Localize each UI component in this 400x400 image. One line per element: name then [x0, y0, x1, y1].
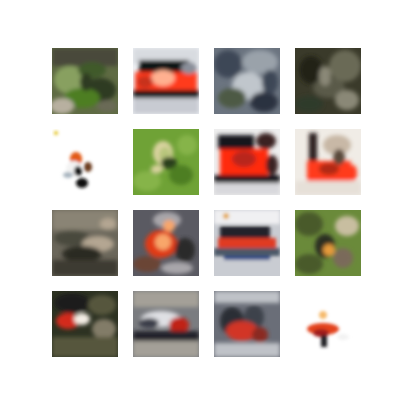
image-tile-2: [133, 48, 199, 114]
image-tile-12: [295, 210, 361, 276]
image-grid: [52, 48, 364, 357]
generated-image-12: [295, 210, 361, 276]
image-tile-14: [133, 291, 199, 357]
generated-image-6: [133, 129, 199, 195]
image-tile-1: [52, 48, 118, 114]
generated-image-14: [133, 291, 199, 357]
image-tile-13: [52, 291, 118, 357]
generated-image-7: [214, 129, 280, 195]
image-tile-10: [133, 210, 199, 276]
image-tile-8: [295, 129, 361, 195]
generated-image-10: [133, 210, 199, 276]
generated-image-5: [52, 129, 118, 195]
generated-image-8: [295, 129, 361, 195]
generated-image-1: [52, 48, 118, 114]
generated-image-13: [52, 291, 118, 357]
image-tile-9: [52, 210, 118, 276]
generated-image-3: [214, 48, 280, 114]
image-tile-16: [295, 291, 361, 357]
image-tile-6: [133, 129, 199, 195]
image-tile-15: [214, 291, 280, 357]
image-tile-5: [52, 129, 118, 195]
generated-image-9: [52, 210, 118, 276]
generated-image-15: [214, 291, 280, 357]
generated-image-2: [133, 48, 199, 114]
generated-image-11: [214, 210, 280, 276]
image-tile-4: [295, 48, 361, 114]
image-tile-3: [214, 48, 280, 114]
generated-image-16: [295, 291, 361, 357]
image-tile-7: [214, 129, 280, 195]
generated-image-4: [295, 48, 361, 114]
image-tile-11: [214, 210, 280, 276]
